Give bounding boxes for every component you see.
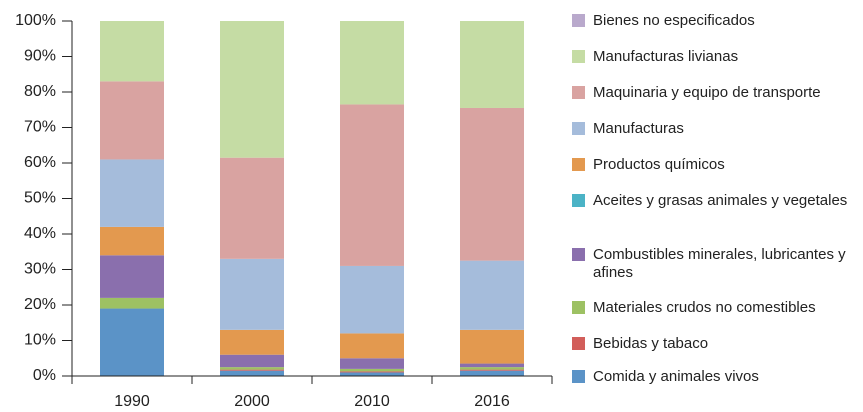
- legend-swatch: [572, 248, 585, 261]
- y-tick-label: 80%: [24, 83, 56, 100]
- bar-segment: [460, 329, 524, 364]
- bar-segment: [340, 371, 404, 373]
- y-tick-label: 30%: [24, 261, 56, 278]
- legend-swatch: [572, 158, 585, 171]
- legend-item: Comida y animales vivos: [572, 368, 848, 386]
- bar-segment: [220, 369, 284, 371]
- bar-segment: [340, 104, 404, 266]
- bar-segment: [100, 297, 164, 309]
- bar-segment: [220, 367, 284, 370]
- y-tick-label: 0%: [33, 367, 56, 384]
- legend-item: Materiales crudos no comestibles: [572, 299, 848, 317]
- y-tick-label: 70%: [24, 119, 56, 136]
- legend-item: Manufacturas: [572, 120, 848, 138]
- legend-label: Manufacturas: [593, 120, 684, 137]
- bar-segment: [220, 258, 284, 330]
- legend-label: Maquinaria y equipo de transporte: [593, 84, 821, 101]
- bar-segment: [460, 363, 524, 368]
- legend-swatch: [572, 194, 585, 207]
- y-tick-label: 50%: [24, 190, 56, 207]
- legend-item: Aceites y grasas animales y vegetales: [572, 192, 848, 210]
- bar-segment: [460, 367, 524, 370]
- y-tick-label: 90%: [24, 48, 56, 65]
- bar-segment: [220, 157, 284, 259]
- legend-swatch: [572, 301, 585, 314]
- legend-label: Manufacturas livianas: [593, 48, 739, 65]
- bar-segment: [340, 372, 404, 376]
- bar-segment: [220, 370, 284, 376]
- bar-segment: [220, 354, 284, 368]
- legend-item: Manufacturas livianas: [572, 48, 848, 66]
- bar-segment: [100, 21, 164, 82]
- bar-segment: [460, 260, 524, 330]
- y-tick-label: 60%: [24, 154, 56, 171]
- legend-label: Bienes no especificados: [593, 12, 755, 29]
- bar-segment: [100, 159, 164, 227]
- legend-swatch: [572, 14, 585, 27]
- legend-item: Maquinaria y equipo de transporte: [572, 84, 848, 102]
- x-tick-label: 2000: [234, 393, 270, 410]
- legend-label: Aceites y grasas animales y vegetales: [593, 192, 848, 209]
- legend-swatch: [572, 370, 585, 383]
- bar-segment: [220, 21, 284, 158]
- bar-segment: [100, 81, 164, 160]
- y-tick-label: 40%: [24, 225, 56, 242]
- legend-swatch: [572, 337, 585, 350]
- x-tick-label: 2016: [474, 393, 510, 410]
- bar-segment: [340, 333, 404, 359]
- legend-swatch: [572, 86, 585, 99]
- y-tick-label: 100%: [15, 12, 56, 29]
- bar-segment: [220, 329, 284, 355]
- legend-label: Bebidas y tabaco: [593, 335, 709, 352]
- bar-segment: [460, 370, 524, 376]
- legend-item: Productos químicos: [572, 156, 848, 174]
- legend-label: Comida y animales vivos: [593, 368, 759, 385]
- bar-segment: [460, 107, 524, 261]
- legend-swatch: [572, 50, 585, 63]
- bar-segment: [340, 21, 404, 105]
- bar-segment: [460, 369, 524, 371]
- bar-segment: [100, 308, 164, 376]
- x-tick-label: 1990: [114, 393, 150, 410]
- legend-item: Bebidas y tabaco: [572, 335, 848, 353]
- legend-label: Combustibles minerales, lubricantes y af…: [593, 246, 846, 281]
- y-tick-label: 20%: [24, 296, 56, 313]
- legend-label: Productos químicos: [593, 156, 725, 173]
- legend-item: Bienes no especificados: [572, 12, 848, 30]
- x-tick-label: 2010: [354, 393, 390, 410]
- y-tick-label: 10%: [24, 332, 56, 349]
- bar-segment: [100, 226, 164, 256]
- bar-segment: [100, 255, 164, 298]
- bar-segment: [460, 21, 524, 108]
- legend-swatch: [572, 122, 585, 135]
- bar-segment: [340, 265, 404, 334]
- legend-item: Combustibles minerales, lubricantes y af…: [572, 246, 848, 282]
- legend-label: Materiales crudos no comestibles: [593, 299, 816, 316]
- bar-segment: [340, 358, 404, 369]
- bar-segment: [340, 368, 404, 372]
